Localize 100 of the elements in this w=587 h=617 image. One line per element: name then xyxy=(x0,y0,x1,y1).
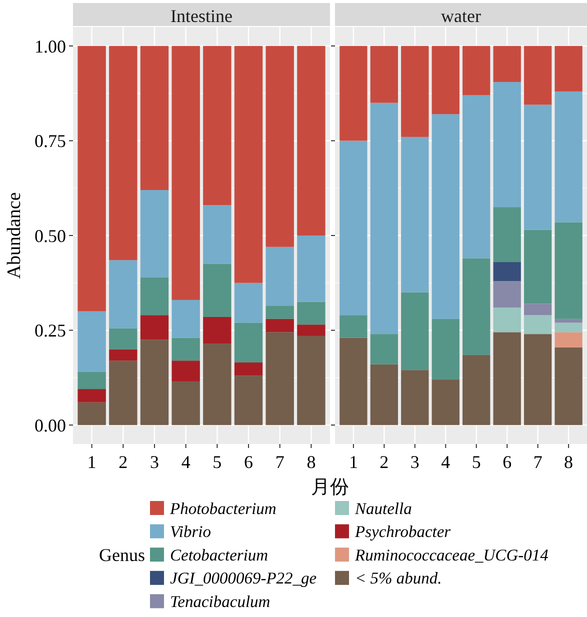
bar xyxy=(234,376,263,426)
bar xyxy=(493,262,521,281)
bar xyxy=(109,328,138,350)
x-tick-label: 3 xyxy=(150,452,159,472)
bar xyxy=(140,277,169,316)
x-tick-label: 1 xyxy=(348,452,358,472)
bar xyxy=(462,46,490,96)
bar xyxy=(234,322,263,362)
bar xyxy=(140,190,169,278)
bar xyxy=(109,46,138,260)
x-tick-label: 7 xyxy=(533,452,542,472)
bar xyxy=(340,46,368,141)
bar xyxy=(370,46,398,103)
bar xyxy=(297,324,326,336)
bar xyxy=(266,246,294,306)
bar xyxy=(78,389,106,402)
bar xyxy=(524,334,552,426)
legend-label: Nautella xyxy=(354,498,412,518)
x-tick-label: 6 xyxy=(244,452,254,472)
bar xyxy=(524,104,552,230)
bar xyxy=(172,300,200,338)
chart-title: Intestine xyxy=(170,6,232,26)
bar xyxy=(140,46,169,190)
bar xyxy=(297,236,326,302)
bar xyxy=(78,311,106,372)
bar xyxy=(266,318,294,332)
y-tick-label: 0.50 xyxy=(34,226,66,246)
bar xyxy=(234,362,263,376)
bar xyxy=(78,46,106,312)
bar xyxy=(554,46,582,92)
bar xyxy=(203,344,232,426)
bar xyxy=(493,280,521,308)
bar xyxy=(524,315,552,334)
bar xyxy=(432,46,460,114)
x-tick-label: 5 xyxy=(472,452,481,472)
bar xyxy=(493,46,521,82)
bar xyxy=(493,82,521,208)
bar xyxy=(554,318,582,323)
bar xyxy=(140,340,169,426)
bar xyxy=(462,258,490,355)
x-tick-label: 5 xyxy=(212,452,222,472)
bar xyxy=(203,205,232,264)
x-tick-label: 2 xyxy=(118,452,128,472)
bar xyxy=(172,381,200,426)
legend-label: JGI_0000069-P22_ge xyxy=(170,568,317,588)
bar xyxy=(266,46,294,247)
bar xyxy=(401,136,429,292)
x-tick-label: 8 xyxy=(564,452,574,472)
bar xyxy=(340,338,368,426)
y-tick-label: 0.00 xyxy=(34,415,66,436)
bar xyxy=(370,334,398,364)
bar xyxy=(554,222,582,319)
bar xyxy=(78,372,106,390)
y-tick-label: 1.00 xyxy=(34,36,66,56)
bar xyxy=(109,360,138,426)
x-tick-label: 7 xyxy=(275,452,284,472)
bar xyxy=(297,336,326,426)
x-tick-label: 8 xyxy=(306,452,316,472)
chart-title: water xyxy=(441,6,481,26)
bar xyxy=(554,347,582,426)
x-tick-label: 2 xyxy=(380,452,389,472)
x-tick-label: 4 xyxy=(441,452,450,472)
bar xyxy=(462,354,490,426)
bar xyxy=(234,46,263,283)
bar xyxy=(172,360,200,382)
bar xyxy=(554,322,582,332)
bar xyxy=(432,318,460,380)
legend-label: Psychrobacter xyxy=(354,522,452,542)
y-tick-label: 0.75 xyxy=(34,131,66,152)
bar xyxy=(297,302,326,325)
legend-label: Photobacterium xyxy=(169,498,276,518)
bar xyxy=(554,91,582,222)
bar xyxy=(266,306,294,319)
bar xyxy=(554,332,582,348)
y-axis-title: Abundance xyxy=(4,192,25,279)
bar xyxy=(109,349,138,361)
bar xyxy=(340,315,368,338)
bar xyxy=(462,95,490,258)
bar xyxy=(370,364,398,426)
bar xyxy=(234,282,263,323)
legend-label: Ruminococcaceae_UCG-014 xyxy=(354,545,548,564)
bar xyxy=(203,46,232,206)
legend-label: < 5% abund. xyxy=(355,568,442,588)
bar xyxy=(140,315,169,340)
bar xyxy=(172,338,200,361)
bar xyxy=(493,332,521,426)
bar xyxy=(297,46,326,236)
bar xyxy=(266,332,294,426)
legend-label: Cetobacterium xyxy=(170,545,268,564)
legend-title: Genus xyxy=(99,544,145,565)
bar xyxy=(340,140,368,316)
bar xyxy=(109,260,138,328)
bar xyxy=(401,292,429,370)
bar xyxy=(524,46,552,105)
bar xyxy=(493,207,521,262)
x-tick-label: 3 xyxy=(410,452,420,472)
bar xyxy=(401,46,429,137)
bar xyxy=(432,114,460,319)
legend-label: Tenacibaculum xyxy=(170,592,270,611)
x-axis-title: 月份 xyxy=(311,477,349,498)
